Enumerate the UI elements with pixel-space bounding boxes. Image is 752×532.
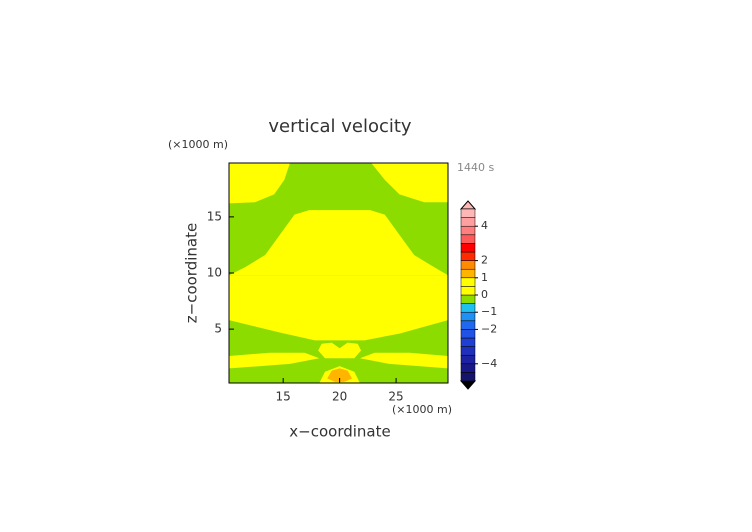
colorbar-extend-top	[459, 200, 477, 210]
colorbar-band	[460, 354, 476, 365]
colorbar-extend-bottom	[459, 380, 477, 390]
colorbar-tick-label: −2	[481, 322, 497, 335]
colorbar-band	[460, 286, 476, 296]
y-tick-label: 15	[207, 209, 222, 223]
x-tick-label: 20	[332, 390, 347, 404]
colorbar-tick-label: 1	[481, 271, 488, 284]
colorbar-band	[460, 225, 476, 236]
chart-title: vertical velocity	[268, 116, 412, 137]
colorbar-band	[460, 243, 476, 253]
contour-region	[229, 352, 320, 369]
y-tick-label: 10	[207, 266, 222, 280]
colorbar-band	[460, 217, 476, 227]
y-tick-label: 5	[214, 322, 222, 336]
contour-region	[359, 352, 448, 369]
colorbar-band	[460, 372, 476, 382]
y-unit: (×1000 m)	[168, 138, 228, 151]
colorbar-band	[460, 311, 476, 322]
x-unit: (×1000 m)	[392, 403, 452, 416]
x-tick-label: 15	[276, 390, 291, 404]
colorbar-band	[460, 303, 476, 313]
x-tick-label: 25	[388, 390, 403, 404]
colorbar-band	[460, 294, 476, 304]
contour-region	[318, 342, 362, 359]
colorbar-band	[460, 234, 476, 244]
colorbar-band	[460, 320, 476, 330]
colorbar-tick-label: 4	[481, 219, 488, 232]
colorbar-band	[460, 337, 476, 347]
colorbar-tick-label: −1	[481, 305, 497, 318]
colorbar-band	[460, 363, 476, 373]
colorbar-tick-label: 2	[481, 254, 488, 267]
colorbar-band	[460, 251, 476, 261]
contour-region	[327, 368, 353, 382]
colorbar-band	[460, 346, 476, 356]
colorbar-band	[460, 268, 476, 279]
colorbar-band	[460, 277, 476, 287]
colorbar-band	[460, 208, 476, 218]
colorbar-tick-label: 0	[481, 288, 488, 301]
contour-region	[229, 163, 290, 204]
colorbar-band	[460, 329, 476, 339]
time-label: 1440 s	[457, 161, 494, 174]
contour-region	[371, 163, 448, 203]
y-axis-label: z−coordinate	[183, 223, 201, 323]
plot-area	[228, 162, 449, 384]
colorbar-tick-label: −4	[481, 357, 497, 370]
colorbar-band	[460, 260, 476, 270]
x-axis-label: x−coordinate	[289, 423, 390, 441]
contour-region	[229, 210, 448, 276]
